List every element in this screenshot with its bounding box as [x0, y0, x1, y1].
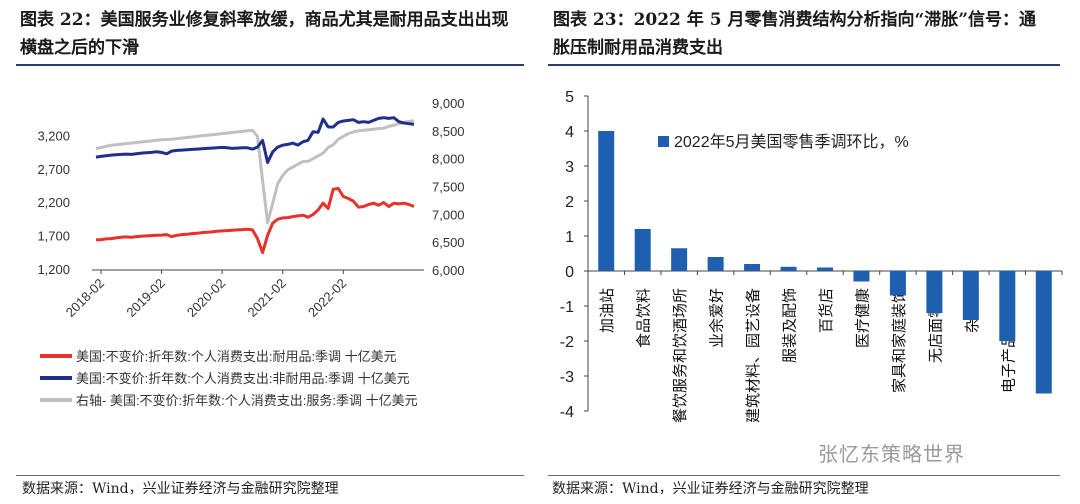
y-tick-label: 4	[565, 124, 574, 141]
left-y-tick-label: 3,200	[37, 128, 70, 143]
bar-机动车及零件	[1035, 271, 1052, 394]
x-tick-label: 2021-02	[244, 276, 288, 320]
watermark: 张忆东策略世界	[818, 442, 965, 466]
left-y-tick-label: 1,200	[37, 262, 70, 277]
bar-百货店	[817, 267, 833, 271]
x-category-label: 医疗健康	[854, 288, 871, 348]
left-chart-title: 图表 22：美国服务业修复斜率放缓，商品尤其是耐用品支出出现横盘之后的下滑	[20, 10, 509, 58]
y-tick-label: -3	[560, 369, 574, 386]
bar-建筑材料、园艺设备	[744, 264, 761, 271]
right-y-tick-label: 7,500	[432, 180, 465, 195]
bar-chart-bars	[598, 131, 1052, 394]
bar-加油站	[598, 131, 615, 271]
right-y-tick-label: 9,000	[432, 96, 465, 111]
line-chart-legend: 美国:不变价:折年数:个人消费支出:耐用品:季调 十亿美元美国:不变价:折年数:…	[40, 349, 418, 408]
left-y-tick-label: 2,700	[37, 162, 70, 177]
right-chart-title: 图表 23：2022 年 5 月零售消费结构分析指向“滞胀”信号：通胀压制耐用品…	[553, 10, 1037, 58]
x-category-label: 家具和家庭装饰	[891, 288, 908, 393]
bar-电子产品和家电	[999, 271, 1016, 341]
x-tick-label: 2018-02	[63, 276, 107, 320]
y-tick-label: 2	[565, 194, 574, 211]
line-chart-series	[95, 116, 415, 255]
x-category-label: 食品饮料	[636, 288, 653, 348]
right-y-tick-label: 6,500	[432, 235, 465, 250]
bar-chart-legend: 2022年5月美国零售季调环比，%	[658, 133, 909, 151]
series-line-2	[95, 119, 415, 225]
x-category-label: 餐饮服务和饮酒场所	[672, 288, 689, 423]
x-category-label: 建筑材料、园艺设备	[745, 288, 762, 423]
x-category-label: 百货店	[818, 288, 835, 333]
bar-业余爱好	[707, 257, 724, 271]
x-tick-label: 2019-02	[123, 276, 167, 320]
legend-label: 美国:不变价:折年数:个人消费支出:非耐用品:季调 十亿美元	[76, 371, 410, 386]
right-y-tick-label: 8,000	[432, 152, 465, 167]
bar-医疗健康	[853, 271, 870, 282]
bar-家具和家庭装饰	[889, 271, 906, 296]
bar-食品饮料	[634, 229, 651, 271]
left-source-rule	[16, 475, 524, 476]
bar-餐饮服务和饮酒场所	[671, 248, 688, 271]
left-y-tick-label: 2,200	[37, 195, 70, 210]
bar-杂货店	[962, 271, 979, 320]
legend-swatch	[658, 136, 669, 147]
series-line-0	[95, 187, 415, 255]
legend-label: 右轴- 美国:不变价:折年数:个人消费支出:服务:季调 十亿美元	[76, 393, 418, 408]
right-title-rule	[548, 64, 1060, 66]
x-tick-label: 2020-02	[184, 276, 228, 320]
x-category-label: 服装及配饰	[782, 288, 799, 363]
right-source-rule	[548, 475, 1060, 476]
x-tick-label: 2022-02	[305, 276, 349, 320]
y-tick-label: -2	[560, 334, 574, 351]
left-y-tick-label: 1,700	[37, 229, 70, 244]
right-source-note: 数据来源：Wind，兴业证券经济与金融研究院整理	[552, 481, 869, 497]
y-tick-label: 0	[565, 264, 574, 281]
left-title-rule	[16, 64, 524, 66]
x-category-label: 加油站	[599, 288, 616, 333]
y-tick-label: 5	[565, 89, 574, 106]
bar-chart: 5 4 3 2 1 0 -1 -2 -3 -4 加油站 食品饮料 餐饮服务和饮酒场所 业余爱好 建筑材料、园…	[560, 89, 1063, 423]
right-y-tick-label: 6,000	[432, 263, 465, 278]
series-line-1	[95, 116, 415, 164]
y-tick-label: 1	[565, 229, 574, 246]
legend-label: 美国:不变价:折年数:个人消费支出:耐用品:季调 十亿美元	[76, 349, 397, 364]
line-chart: 1,200 1,700 2,200 2,700 3,200 6,000 6,500 7,000…	[37, 96, 465, 408]
left-source-note: 数据来源：Wind，兴业证券经济与金融研究院整理	[22, 481, 339, 497]
right-y-tick-label: 7,000	[432, 207, 465, 222]
y-tick-label: -4	[560, 404, 574, 421]
x-category-label: 业余爱好	[708, 288, 726, 348]
bar-服装及配饰	[780, 266, 797, 271]
bar-无店面零售	[926, 271, 943, 313]
right-y-tick-label: 8,500	[432, 124, 465, 139]
legend-label: 2022年5月美国零售季调环比，%	[674, 133, 909, 151]
y-tick-label: -1	[560, 299, 574, 316]
y-tick-label: 3	[565, 159, 574, 176]
